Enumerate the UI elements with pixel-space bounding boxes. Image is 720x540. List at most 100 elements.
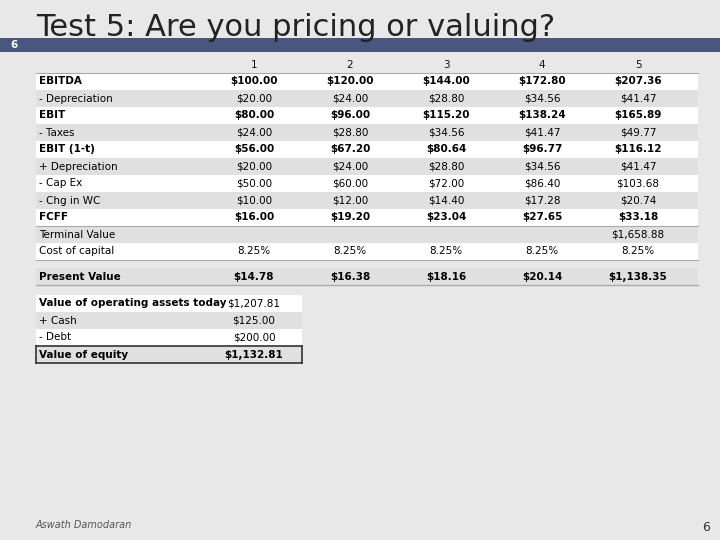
Text: $80.64: $80.64: [426, 145, 466, 154]
Text: $17.28: $17.28: [523, 195, 560, 206]
Text: $28.80: $28.80: [428, 161, 464, 172]
Text: EBIT: EBIT: [39, 111, 66, 120]
Text: 4: 4: [539, 59, 545, 70]
Text: $49.77: $49.77: [620, 127, 656, 138]
Text: 1: 1: [251, 59, 257, 70]
FancyBboxPatch shape: [36, 312, 302, 329]
FancyBboxPatch shape: [36, 73, 698, 90]
Text: $10.00: $10.00: [236, 195, 272, 206]
Text: $28.80: $28.80: [332, 127, 368, 138]
FancyBboxPatch shape: [36, 192, 698, 209]
Text: 2: 2: [347, 59, 354, 70]
Text: $100.00: $100.00: [230, 77, 278, 86]
Text: $138.24: $138.24: [518, 111, 566, 120]
Text: $86.40: $86.40: [524, 179, 560, 188]
Text: $144.00: $144.00: [422, 77, 470, 86]
Text: 3: 3: [443, 59, 449, 70]
FancyBboxPatch shape: [36, 175, 698, 192]
Text: FCFF: FCFF: [39, 213, 68, 222]
Text: $14.40: $14.40: [428, 195, 464, 206]
Text: $19.20: $19.20: [330, 213, 370, 222]
FancyBboxPatch shape: [36, 268, 698, 285]
Text: $28.80: $28.80: [428, 93, 464, 104]
Text: $60.00: $60.00: [332, 179, 368, 188]
Text: Cost of capital: Cost of capital: [39, 246, 114, 256]
Text: 6: 6: [10, 40, 17, 50]
Text: $72.00: $72.00: [428, 179, 464, 188]
FancyBboxPatch shape: [36, 124, 698, 141]
FancyBboxPatch shape: [36, 209, 698, 226]
Text: $1,658.88: $1,658.88: [611, 230, 665, 240]
Text: $20.00: $20.00: [236, 93, 272, 104]
Text: $18.16: $18.16: [426, 272, 466, 281]
Text: + Depreciation: + Depreciation: [39, 161, 117, 172]
Text: $67.20: $67.20: [330, 145, 370, 154]
Text: $41.47: $41.47: [620, 161, 656, 172]
Text: $120.00: $120.00: [326, 77, 374, 86]
Text: EBIT (1-t): EBIT (1-t): [39, 145, 95, 154]
Text: Aswath Damodaran: Aswath Damodaran: [36, 520, 132, 530]
Text: $165.89: $165.89: [614, 111, 662, 120]
Text: $103.68: $103.68: [616, 179, 660, 188]
Text: 6: 6: [702, 521, 710, 534]
Text: $27.65: $27.65: [522, 213, 562, 222]
Text: $34.56: $34.56: [523, 93, 560, 104]
Text: $207.36: $207.36: [614, 77, 662, 86]
Text: $24.00: $24.00: [332, 93, 368, 104]
FancyBboxPatch shape: [36, 295, 302, 312]
Text: $23.04: $23.04: [426, 213, 466, 222]
FancyBboxPatch shape: [36, 158, 698, 175]
Text: Value of operating assets today: Value of operating assets today: [39, 299, 227, 308]
Text: Present Value: Present Value: [39, 272, 121, 281]
Text: 5: 5: [635, 59, 642, 70]
Text: $50.00: $50.00: [236, 179, 272, 188]
Text: 8.25%: 8.25%: [429, 246, 462, 256]
Text: - Chg in WC: - Chg in WC: [39, 195, 100, 206]
Text: $20.14: $20.14: [522, 272, 562, 281]
Text: $16.00: $16.00: [234, 213, 274, 222]
Text: + Cash: + Cash: [39, 315, 77, 326]
Text: $41.47: $41.47: [523, 127, 560, 138]
Text: Terminal Value: Terminal Value: [39, 230, 115, 240]
Text: $16.38: $16.38: [330, 272, 370, 281]
Text: EBITDA: EBITDA: [39, 77, 82, 86]
FancyBboxPatch shape: [36, 141, 698, 158]
Text: 8.25%: 8.25%: [621, 246, 654, 256]
Text: 8.25%: 8.25%: [238, 246, 271, 256]
Text: $116.12: $116.12: [614, 145, 662, 154]
Text: $125.00: $125.00: [233, 315, 276, 326]
Text: $56.00: $56.00: [234, 145, 274, 154]
Text: $12.00: $12.00: [332, 195, 368, 206]
Text: $20.74: $20.74: [620, 195, 656, 206]
FancyBboxPatch shape: [36, 243, 698, 260]
Text: $96.77: $96.77: [522, 145, 562, 154]
Text: $115.20: $115.20: [422, 111, 469, 120]
FancyBboxPatch shape: [36, 90, 698, 107]
Text: 8.25%: 8.25%: [526, 246, 559, 256]
Text: $96.00: $96.00: [330, 111, 370, 120]
Text: - Depreciation: - Depreciation: [39, 93, 113, 104]
Text: 8.25%: 8.25%: [333, 246, 366, 256]
FancyBboxPatch shape: [36, 329, 302, 346]
Text: $80.00: $80.00: [234, 111, 274, 120]
Text: $34.56: $34.56: [523, 161, 560, 172]
FancyBboxPatch shape: [36, 346, 302, 363]
FancyBboxPatch shape: [0, 38, 720, 52]
Text: $1,207.81: $1,207.81: [228, 299, 281, 308]
Text: $41.47: $41.47: [620, 93, 656, 104]
FancyBboxPatch shape: [36, 107, 698, 124]
Text: $24.00: $24.00: [332, 161, 368, 172]
Text: Test 5: Are you pricing or valuing?: Test 5: Are you pricing or valuing?: [36, 13, 555, 42]
Text: $1,138.35: $1,138.35: [608, 272, 667, 281]
FancyBboxPatch shape: [36, 226, 698, 243]
Text: $24.00: $24.00: [236, 127, 272, 138]
Text: $200.00: $200.00: [233, 333, 275, 342]
Text: $1,132.81: $1,132.81: [225, 349, 284, 360]
Text: - Debt: - Debt: [39, 333, 71, 342]
Text: $34.56: $34.56: [428, 127, 464, 138]
Text: $20.00: $20.00: [236, 161, 272, 172]
Text: - Cap Ex: - Cap Ex: [39, 179, 82, 188]
Text: $33.18: $33.18: [618, 213, 658, 222]
Text: - Taxes: - Taxes: [39, 127, 74, 138]
Text: $172.80: $172.80: [518, 77, 566, 86]
